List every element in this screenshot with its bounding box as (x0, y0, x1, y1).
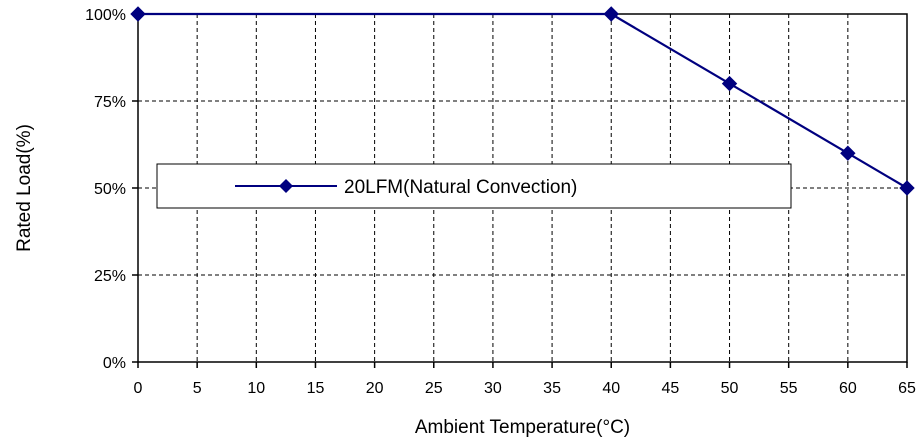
legend-marker (279, 179, 293, 193)
x-tick-label: 45 (661, 380, 679, 397)
x-tick-label: 10 (247, 380, 265, 397)
x-tick-label: 60 (839, 380, 857, 397)
y-tick-label: 50% (94, 181, 126, 198)
y-tick-label: 25% (94, 268, 126, 285)
x-tick-label: 40 (602, 380, 620, 397)
x-tick-label: 50 (721, 380, 739, 397)
data-point-marker (721, 75, 738, 92)
y-axis-ticks: 0% 25% 50% 75% 100% (85, 7, 138, 372)
legend-label: 20LFM(Natural Convection) (344, 177, 577, 198)
x-tick-label: 35 (543, 380, 561, 397)
data-point-marker (899, 180, 915, 196)
x-tick-label: 20 (366, 380, 384, 397)
x-axis-ticks: 0 5 10 15 20 25 30 35 40 45 50 55 60 65 (134, 362, 916, 397)
y-tick-label: 75% (94, 94, 126, 111)
data-point-marker (130, 6, 146, 22)
x-tick-label: 65 (898, 380, 916, 397)
y-axis-title: Rated Load(%) (14, 124, 35, 252)
y-tick-label: 0% (103, 355, 126, 372)
data-point-marker (840, 145, 856, 161)
x-tick-label: 15 (307, 380, 325, 397)
series-layer (130, 6, 915, 196)
x-tick-label: 25 (425, 380, 443, 397)
y-tick-label: 100% (85, 7, 126, 24)
data-point-marker (603, 6, 619, 22)
x-tick-label: 5 (193, 380, 202, 397)
x-tick-label: 0 (134, 380, 143, 397)
x-tick-label: 30 (484, 380, 502, 397)
x-axis-title: Ambient Temperature(°C) (415, 417, 630, 438)
legend: 20LFM(Natural Convection) (156, 163, 792, 209)
x-tick-label: 55 (780, 380, 798, 397)
